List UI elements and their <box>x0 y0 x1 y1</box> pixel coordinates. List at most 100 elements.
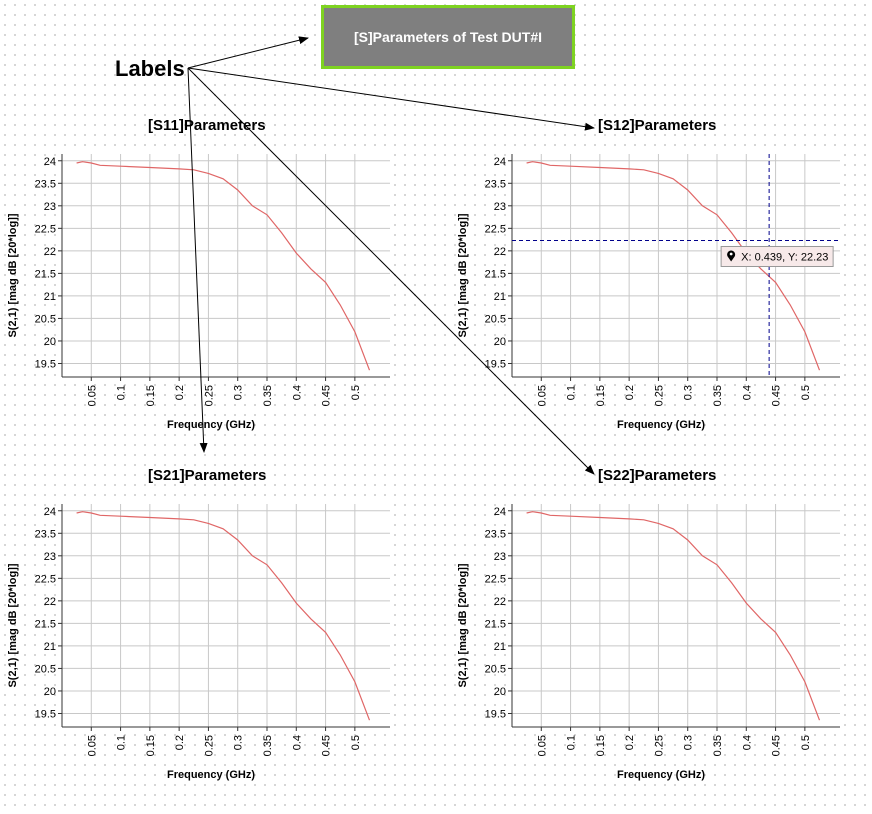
x-tick-label: 0.2 <box>624 385 636 400</box>
x-tick-label: 0.4 <box>741 385 753 400</box>
y-tick-label: 23.5 <box>35 178 56 190</box>
y-tick-label: 20 <box>44 336 56 348</box>
tooltip-text: X: 0.439, Y: 22.23 <box>741 251 828 263</box>
y-tick-label: 22.5 <box>485 573 506 585</box>
y-tick-label: 23.5 <box>485 178 506 190</box>
chart-title-s22: [S22]Parameters <box>598 467 717 484</box>
location-pin-icon <box>727 250 736 262</box>
y-tick-label: 19.5 <box>35 358 56 370</box>
x-tick-label: 0.1 <box>116 385 128 400</box>
x-tick-label: 0.25 <box>653 385 665 406</box>
x-tick-label: 0.5 <box>800 385 812 400</box>
y-tick-label: 21 <box>494 291 506 303</box>
x-tick-label: 0.3 <box>233 385 245 400</box>
y-tick-label: 22 <box>494 596 506 608</box>
x-tick-label: 0.25 <box>653 735 665 756</box>
x-tick-label: 0.45 <box>771 735 783 756</box>
x-tick-label: 0.35 <box>262 735 274 756</box>
y-tick-label: 20.5 <box>35 663 56 675</box>
x-tick-label: 0.3 <box>683 735 695 750</box>
y-tick-label: 20.5 <box>35 313 56 325</box>
x-tick-label: 0.25 <box>203 735 215 756</box>
chart-s22[interactable]: 0.05 0.1 0.15 0.2 0.25 0.3 0.35 0.4 0.45 0.5 19.5 2… <box>450 490 870 790</box>
y-tick-label: 22.5 <box>35 223 56 235</box>
plot-area <box>512 504 840 727</box>
y-tick-label: 22 <box>494 246 506 258</box>
y-axis-label: S(2,1) [mag dB [20*log]] <box>457 563 469 687</box>
header-title-box: [S]Parameters of Test DUT#I <box>321 5 575 69</box>
x-tick-label: 0.4 <box>291 385 303 400</box>
y-tick-label: 24 <box>494 506 506 518</box>
chart-title-s12: [S12]Parameters <box>598 117 717 134</box>
x-tick-label: 0.05 <box>86 385 98 406</box>
x-tick-label: 0.45 <box>771 385 783 406</box>
x-tick-label: 0.15 <box>595 385 607 406</box>
y-tick-label: 23 <box>494 201 506 213</box>
chart-s21[interactable]: 0.05 0.1 0.15 0.2 0.25 0.3 0.35 0.4 0.45 0.5 19.5 2… <box>0 490 420 790</box>
x-tick-label: 0.4 <box>291 735 303 750</box>
chart-title-s11: [S11]Parameters <box>148 117 266 134</box>
x-tick-label: 0.45 <box>321 735 333 756</box>
y-tick-label: 23 <box>494 551 506 563</box>
y-tick-label: 23 <box>44 201 56 213</box>
chart-s11[interactable]: 0.05 0.1 0.15 0.2 0.25 0.3 0.35 0.4 0.45 0.5 19.5 2… <box>0 140 420 440</box>
y-tick-label: 22.5 <box>485 223 506 235</box>
x-tick-label: 0.15 <box>595 735 607 756</box>
header-title: [S]Parameters of Test DUT#I <box>353 29 542 45</box>
x-tick-label: 0.5 <box>350 385 362 400</box>
chart-title-s21: [S21]Parameters <box>148 467 267 484</box>
y-tick-label: 24 <box>44 506 56 518</box>
x-tick-label: 0.05 <box>536 735 548 756</box>
x-tick-label: 0.15 <box>145 385 157 406</box>
y-tick-label: 19.5 <box>485 708 506 720</box>
arrow-to-header <box>187 36 309 69</box>
y-tick-label: 21 <box>494 641 506 653</box>
series-line <box>526 511 821 721</box>
x-tick-label: 0.35 <box>712 385 724 406</box>
x-axis-label: Frequency (GHz) <box>617 769 705 781</box>
x-axis-label: Frequency (GHz) <box>167 769 255 781</box>
y-tick-label: 21 <box>44 291 56 303</box>
x-tick-label: 0.15 <box>145 735 157 756</box>
y-tick-label: 24 <box>494 156 506 168</box>
x-tick-label: 0.3 <box>683 385 695 400</box>
y-tick-label: 19.5 <box>35 708 56 720</box>
y-tick-label: 21.5 <box>35 618 56 630</box>
x-tick-label: 0.5 <box>350 735 362 750</box>
x-axis-label: Frequency (GHz) <box>617 419 705 431</box>
chart-s12[interactable]: 0.05 0.1 0.15 0.2 0.25 0.3 0.35 0.4 0.45 0.5 19.5 2… <box>450 140 870 440</box>
x-tick-label: 0.1 <box>116 735 128 750</box>
x-tick-label: 0.35 <box>262 385 274 406</box>
x-tick-label: 0.2 <box>624 735 636 750</box>
y-tick-label: 23.5 <box>485 528 506 540</box>
x-tick-label: 0.5 <box>800 735 812 750</box>
y-tick-label: 20 <box>494 686 506 698</box>
y-tick-label: 24 <box>44 156 56 168</box>
y-tick-label: 20 <box>494 336 506 348</box>
y-tick-label: 19.5 <box>485 358 506 370</box>
y-tick-label: 21 <box>44 641 56 653</box>
x-tick-label: 0.35 <box>712 735 724 756</box>
x-tick-label: 0.45 <box>321 385 333 406</box>
series-line <box>76 511 371 721</box>
tooltip-box <box>720 245 834 267</box>
y-axis-label: S(2,1) [mag dB [20*log]] <box>457 213 469 337</box>
y-axis-label: S(2,1) [mag dB [20*log]] <box>7 213 19 337</box>
crosshair-tooltip: X: 0.439, Y: 22.23 <box>720 245 834 267</box>
y-tick-label: 22 <box>44 596 56 608</box>
y-tick-label: 22 <box>44 246 56 258</box>
y-tick-label: 21.5 <box>485 268 506 280</box>
x-tick-label: 0.1 <box>566 735 578 750</box>
x-tick-label: 0.05 <box>536 385 548 406</box>
x-tick-label: 0.2 <box>174 385 186 400</box>
x-tick-label: 0.1 <box>566 385 578 400</box>
x-tick-label: 0.4 <box>741 735 753 750</box>
y-tick-label: 20 <box>44 686 56 698</box>
y-tick-label: 20.5 <box>485 663 506 675</box>
x-tick-label: 0.3 <box>233 735 245 750</box>
y-tick-label: 21.5 <box>35 268 56 280</box>
x-tick-label: 0.25 <box>203 385 215 406</box>
plot-area <box>62 154 390 377</box>
x-tick-label: 0.05 <box>86 735 98 756</box>
y-tick-label: 23.5 <box>35 528 56 540</box>
